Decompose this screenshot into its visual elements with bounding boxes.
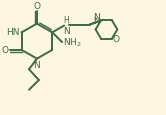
Text: HN: HN <box>6 28 20 37</box>
Text: N: N <box>63 26 69 35</box>
Text: N: N <box>34 60 40 69</box>
Text: O: O <box>33 1 40 10</box>
Text: N: N <box>93 17 100 25</box>
Text: N: N <box>93 13 100 22</box>
Text: H: H <box>63 16 69 24</box>
Text: O: O <box>113 35 120 44</box>
Text: NH$_2$: NH$_2$ <box>63 37 82 49</box>
Text: O: O <box>1 46 8 55</box>
